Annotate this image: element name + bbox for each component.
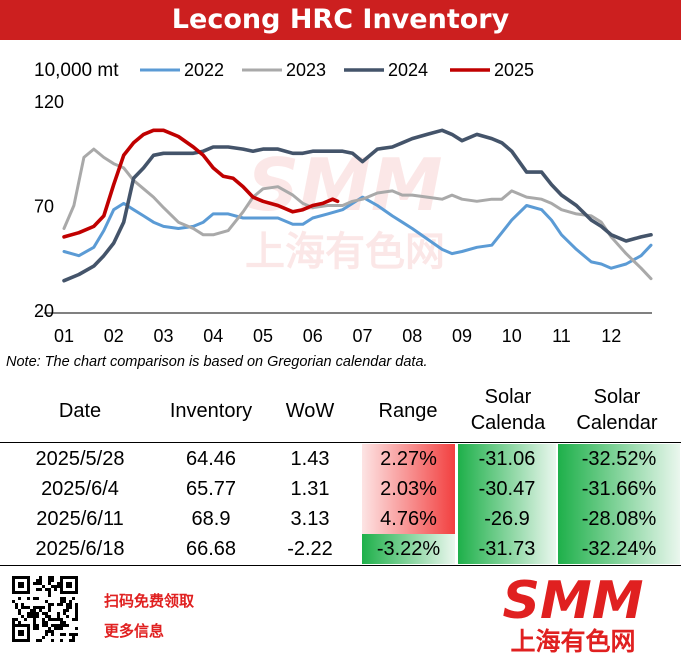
series-line-2022 <box>62 195 653 270</box>
header-separator <box>0 442 681 443</box>
x-tick-label: 10 <box>502 326 522 346</box>
table-cell: 2025/6/18 <box>35 538 125 560</box>
x-tick-label: 02 <box>104 326 124 346</box>
table-cell: 65.77 <box>185 478 237 500</box>
promo-line-1: 扫码免费领取 <box>104 592 195 610</box>
table-header: Inventory <box>169 400 253 422</box>
qr-code-icon <box>10 574 80 644</box>
table-cell: -31.73 <box>458 534 556 564</box>
series-lines <box>62 128 653 283</box>
logo-text: SMM <box>503 571 644 631</box>
table-cell: 2025/6/4 <box>41 478 119 500</box>
table-cell: -28.08% <box>558 504 680 534</box>
table-cell: -32.24% <box>558 534 680 564</box>
table-header-line: Solar <box>484 386 532 408</box>
table-cell: 3.13 <box>290 508 330 530</box>
table-cell: -32.52% <box>558 444 680 474</box>
x-tick-label: 09 <box>452 326 472 346</box>
x-tick-label: 05 <box>253 326 273 346</box>
series-line-2023 <box>62 147 653 281</box>
table-bottom-border <box>0 565 681 566</box>
table-cell: -31.06 <box>458 444 556 474</box>
footer: 扫码免费领取 更多信息 SMM 上海有色网 <box>0 566 681 660</box>
legend-label-2022: 2022 <box>184 60 224 80</box>
y-axis-ticks: 20 70 120 <box>34 92 64 321</box>
table-cell: 1.43 <box>290 448 330 470</box>
table-header: Solar Calenda <box>448 384 568 436</box>
table-header: Date <box>58 400 102 422</box>
series-line-2024 <box>62 128 653 283</box>
chart-title: Lecong HRC Inventory <box>171 4 510 35</box>
x-tick-label: 08 <box>402 326 422 346</box>
x-tick-label: 04 <box>203 326 223 346</box>
legend-label-2024: 2024 <box>388 60 428 80</box>
table-header: Solar Calendar <box>557 384 677 436</box>
x-tick-label: 12 <box>601 326 621 346</box>
table-cell: 4.76% <box>362 504 455 534</box>
table-header-line: Calendar <box>576 412 658 434</box>
table-header: Range <box>378 400 438 422</box>
promo-line-2: 更多信息 <box>104 622 165 640</box>
x-tick-label: 01 <box>54 326 74 346</box>
table-cell: 66.68 <box>185 538 237 560</box>
table-cell: -30.47 <box>458 474 556 504</box>
table-cell: -31.66% <box>558 474 680 504</box>
y-tick-label: 70 <box>34 197 54 217</box>
table-cell: 1.31 <box>290 478 330 500</box>
title-bar: Lecong HRC Inventory <box>0 0 681 40</box>
watermark-logo: SMM 上海有色网 <box>245 143 445 275</box>
table-cell: 64.46 <box>185 448 237 470</box>
x-tick-label: 06 <box>303 326 323 346</box>
table-header: WoW <box>285 400 335 422</box>
table-cell: 2025/6/11 <box>36 508 124 530</box>
series-line-2025 <box>62 128 340 239</box>
legend-label-2023: 2023 <box>286 60 326 80</box>
x-tick-label: 11 <box>552 326 571 346</box>
watermark-text: SMM <box>247 143 442 227</box>
x-tick-label: 07 <box>352 326 372 346</box>
y-tick-label: 120 <box>34 92 64 112</box>
chart-note: Note: The chart comparison is based on G… <box>6 354 428 370</box>
x-axis: 01 02 03 04 05 06 07 08 09 10 11 12 <box>44 312 652 346</box>
table-cell: 68.9 <box>191 508 231 530</box>
y-axis-label: 10,000 mt <box>34 60 119 81</box>
table-header-line: Calenda <box>470 412 546 434</box>
table-cell: -3.22% <box>362 534 455 564</box>
table-header-line: Solar <box>593 386 641 408</box>
table-cell: 2.27% <box>362 444 455 474</box>
smm-logo: SMM 上海有色网 <box>503 571 644 656</box>
x-tick-label: 03 <box>153 326 173 346</box>
legend: 2022 2023 2024 2025 <box>140 60 534 80</box>
table-cell: -2.22 <box>287 538 333 560</box>
y-tick-label: 20 <box>34 301 54 321</box>
line-chart: SMM 上海有色网 10,000 mt 2022 2023 2024 2025 20 7… <box>34 60 653 346</box>
legend-label-2025: 2025 <box>494 60 534 80</box>
table-cell: 2.03% <box>362 474 455 504</box>
watermark-subtext: 上海有色网 <box>245 229 445 275</box>
table-cell: -26.9 <box>458 504 556 534</box>
table-cell: 2025/5/28 <box>35 448 125 470</box>
logo-subtext: 上海有色网 <box>510 627 635 656</box>
